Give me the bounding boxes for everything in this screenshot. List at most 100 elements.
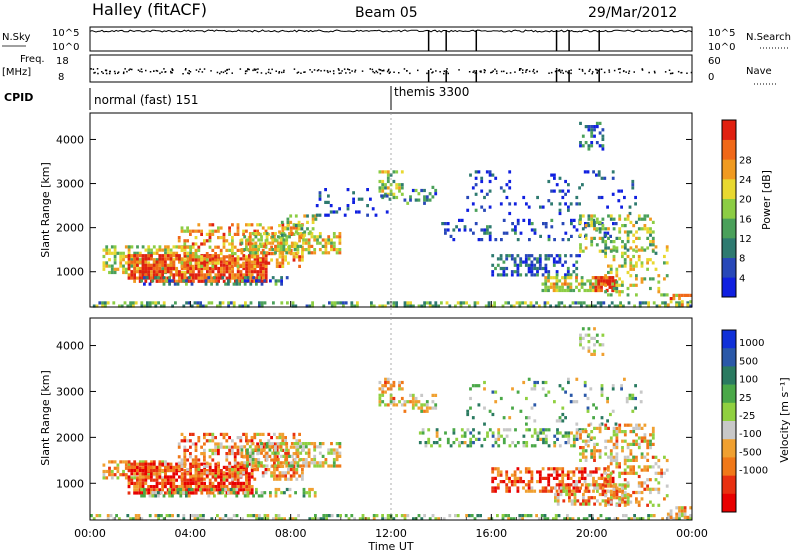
range-cell — [180, 477, 184, 481]
range-cell — [219, 442, 223, 446]
range-cell — [186, 270, 190, 274]
range-cell — [231, 252, 234, 256]
velocity-colorbar-segment — [722, 421, 736, 440]
range-cell — [632, 442, 636, 446]
range-cell — [591, 514, 594, 518]
range-cell — [262, 251, 266, 255]
range-cell — [501, 514, 505, 518]
range-cell — [640, 439, 644, 443]
range-cell — [272, 517, 275, 521]
freq-sample — [281, 71, 283, 74]
range-cell — [307, 442, 311, 446]
range-cell — [516, 390, 520, 394]
range-cell — [536, 380, 539, 385]
range-cell — [279, 464, 283, 468]
range-cell — [130, 472, 134, 476]
range-cell — [505, 231, 509, 235]
range-cell — [474, 170, 478, 174]
x-tick-label: 00:00 — [676, 527, 708, 540]
range-cell — [136, 462, 139, 466]
range-cell — [544, 276, 548, 280]
range-cell — [434, 192, 438, 196]
range-cell — [138, 472, 142, 476]
range-cell — [386, 514, 390, 518]
range-cell — [203, 263, 206, 267]
range-cell — [555, 419, 559, 423]
range-cell — [595, 125, 599, 129]
range-cell — [384, 186, 387, 190]
range-cell — [115, 514, 118, 518]
range-cell — [278, 474, 282, 478]
range-cell — [632, 490, 635, 495]
range-cell — [311, 301, 314, 305]
range-cell — [183, 469, 187, 473]
range-cell — [300, 233, 304, 237]
range-cell — [303, 233, 307, 237]
freq-sample — [522, 69, 524, 71]
range-cell — [598, 236, 602, 240]
range-cell — [550, 486, 553, 490]
freq-sample — [686, 72, 688, 74]
range-cell — [683, 506, 687, 510]
range-cell — [617, 199, 621, 203]
range-cell — [346, 188, 350, 192]
range-cell — [245, 436, 248, 440]
range-cell — [431, 514, 435, 518]
range-cell — [496, 273, 500, 277]
range-cell — [600, 176, 604, 180]
range-cell — [147, 261, 151, 265]
range-cell — [105, 476, 109, 480]
range-cell — [477, 238, 481, 242]
range-cell — [582, 502, 585, 506]
range-cell — [347, 517, 351, 521]
range-cell — [533, 419, 537, 423]
range-cell — [578, 428, 582, 432]
range-cell — [316, 241, 319, 245]
range-cell — [338, 442, 342, 446]
range-cell — [220, 475, 223, 479]
range-cell — [600, 222, 604, 226]
range-cell — [384, 403, 387, 407]
freq-sample — [278, 72, 280, 74]
range-cell — [109, 514, 113, 518]
range-cell — [607, 426, 610, 430]
range-cell — [138, 485, 142, 489]
range-cell — [618, 503, 621, 507]
range-cell — [164, 469, 167, 473]
freq-sample — [333, 72, 335, 75]
range-cell — [124, 476, 128, 480]
range-cell — [617, 189, 621, 193]
range-cell — [400, 514, 404, 518]
range-cell — [164, 463, 167, 467]
range-cell — [197, 474, 201, 478]
range-cell — [440, 301, 443, 305]
range-cell — [143, 487, 146, 492]
power-colorbar-segment — [722, 257, 736, 278]
range-cell — [273, 468, 276, 472]
range-cell — [228, 266, 232, 271]
range-cell — [474, 183, 478, 187]
range-cell — [220, 270, 223, 274]
range-cell — [280, 517, 284, 521]
range-cell — [245, 223, 248, 227]
range-cell — [553, 434, 557, 438]
range-cell — [152, 488, 156, 492]
range-cell — [219, 236, 223, 240]
range-cell — [281, 464, 285, 468]
range-cell — [243, 276, 247, 280]
range-cell — [605, 288, 609, 293]
range-cell — [228, 464, 231, 468]
range-cell — [232, 282, 236, 286]
range-cell — [654, 455, 658, 459]
range-cell — [274, 282, 278, 286]
range-cell — [280, 220, 284, 224]
range-cell — [275, 448, 279, 452]
range-cell — [606, 231, 610, 235]
range-cell — [491, 434, 495, 438]
range-cell — [191, 258, 195, 262]
range-cell — [547, 483, 551, 487]
range-cell — [553, 400, 556, 404]
range-cell — [646, 452, 650, 456]
range-cell — [612, 494, 616, 498]
range-cell — [284, 255, 287, 259]
